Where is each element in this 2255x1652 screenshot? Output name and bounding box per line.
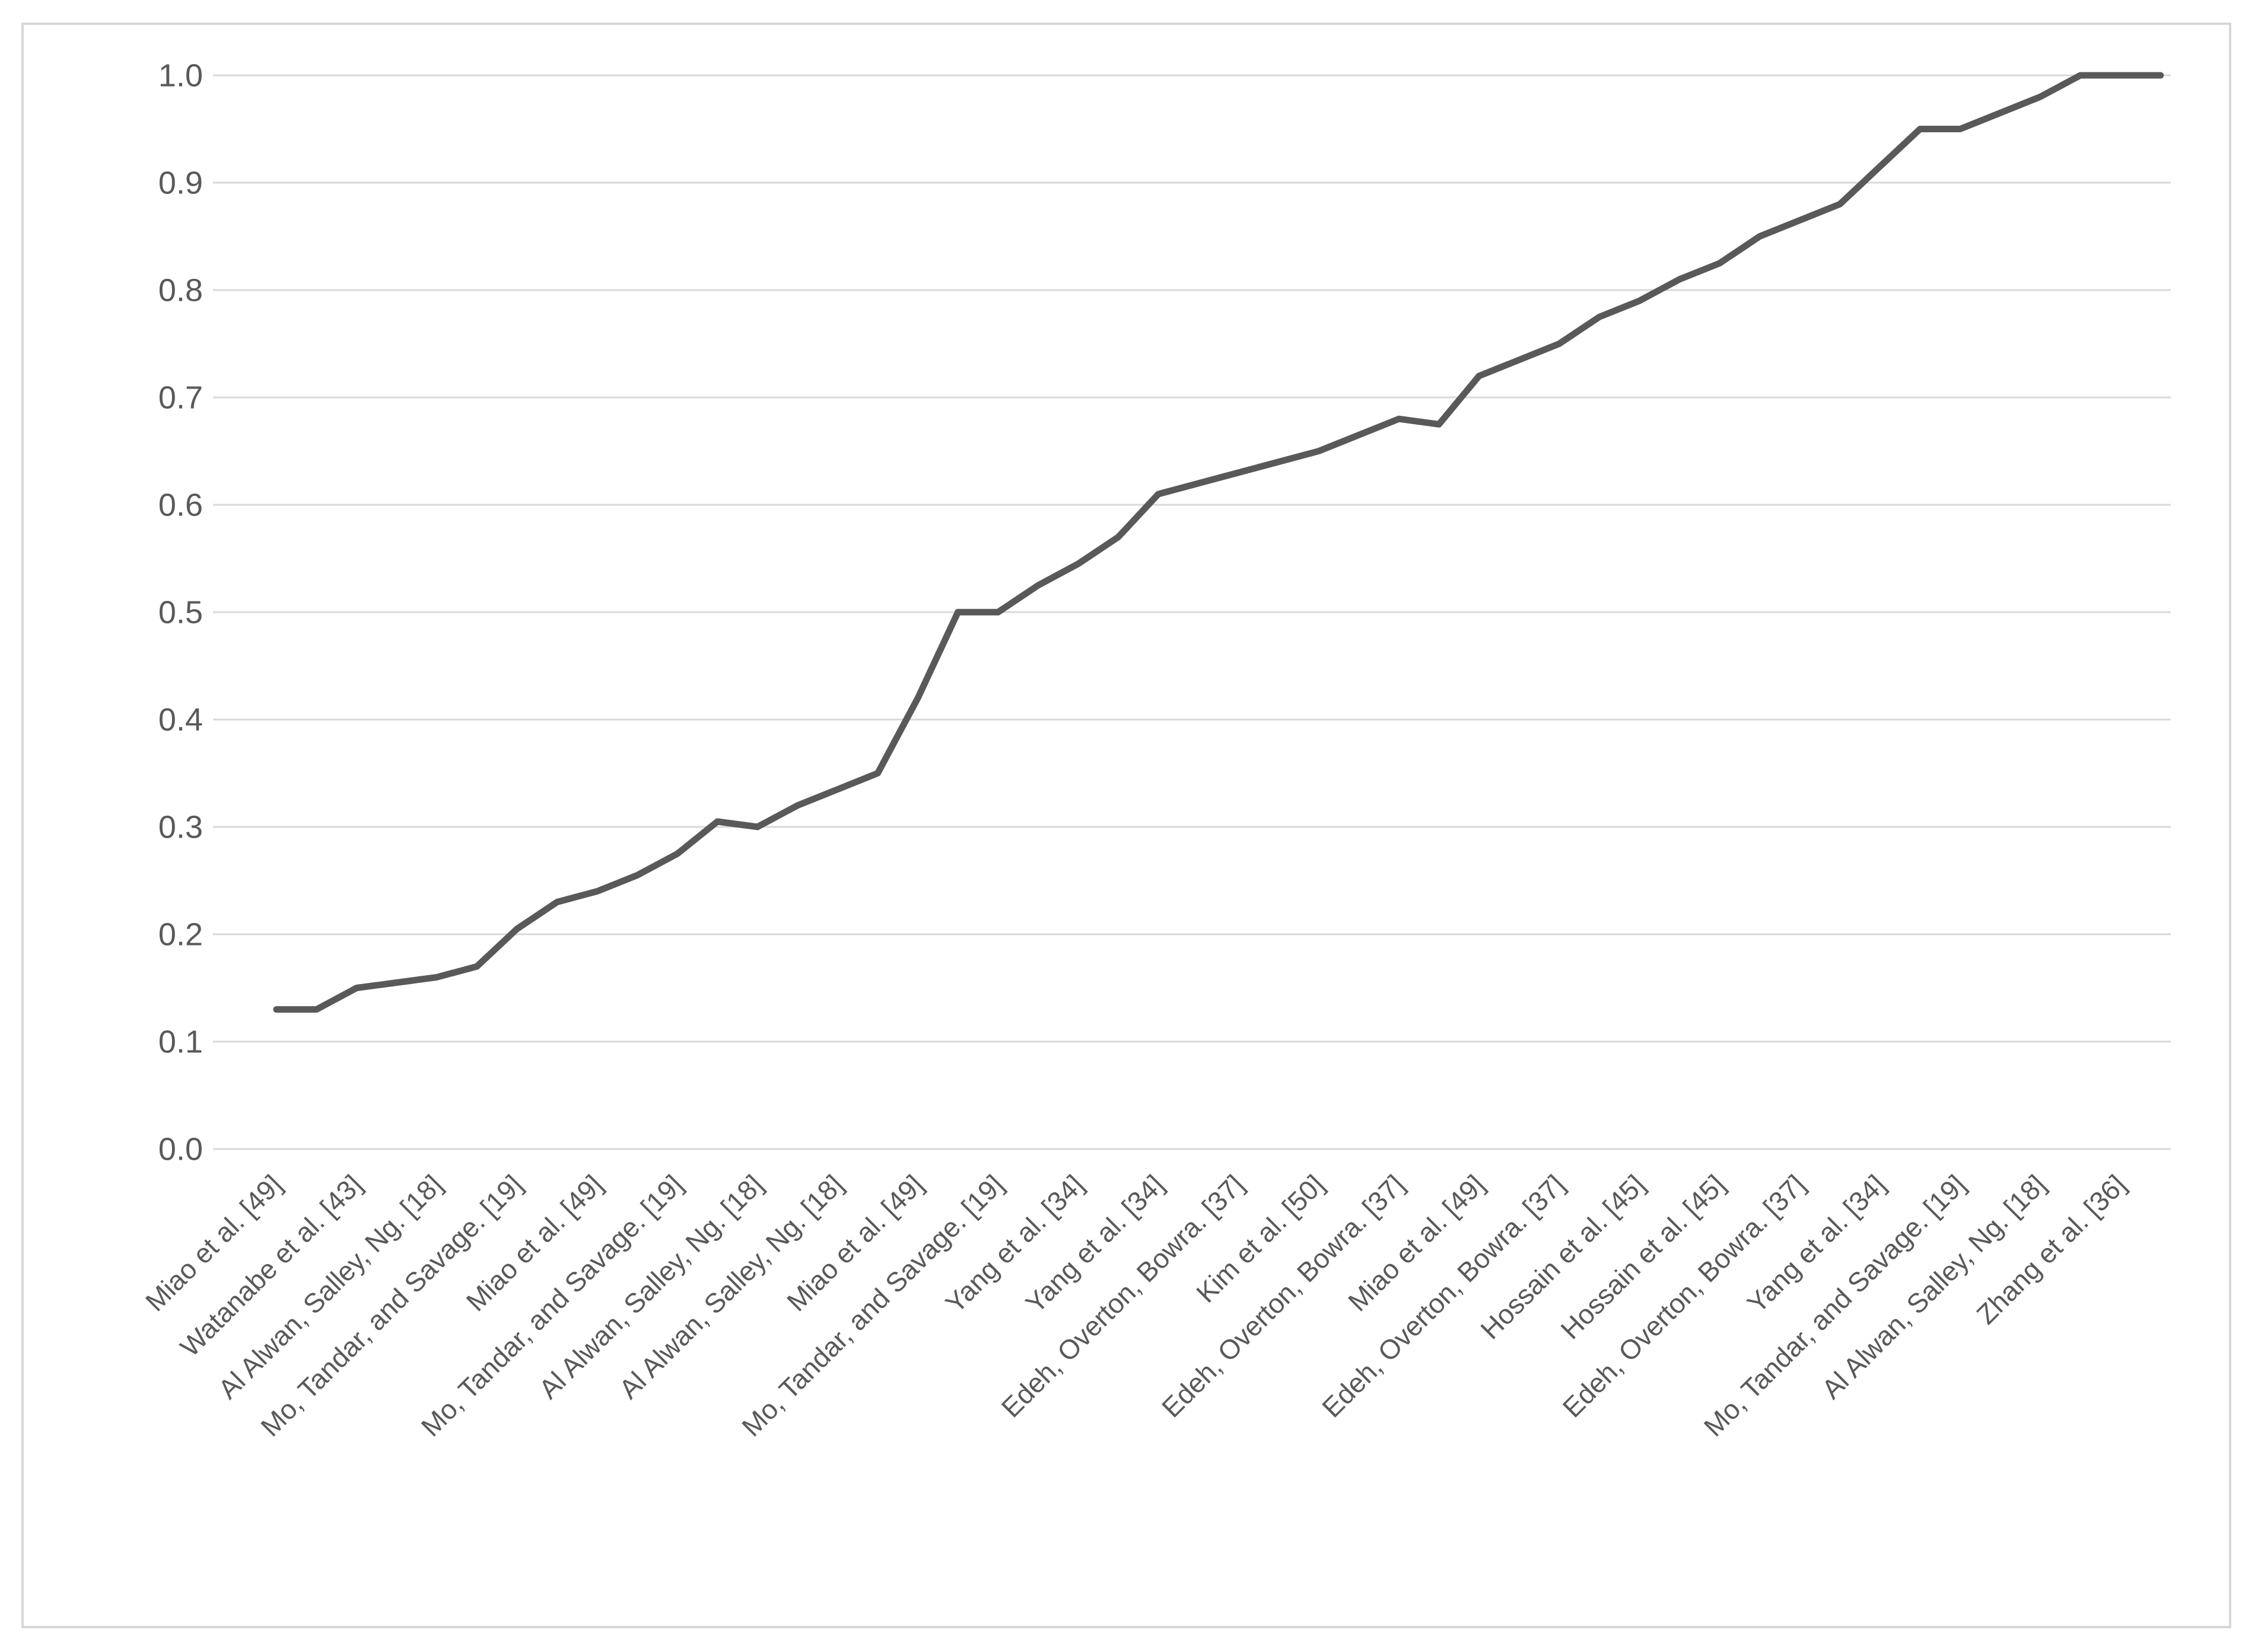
y-axis-tick-label: 0.0 <box>158 1131 203 1167</box>
x-axis-tick-label: Yang et al. [34] <box>1741 1169 1891 1319</box>
y-axis-tick-label: 0.1 <box>158 1024 203 1059</box>
x-axis-tick-label: Miao et al. [49] <box>139 1169 288 1317</box>
y-axis-tick-label: 0.7 <box>158 380 203 415</box>
y-axis-tick-label: 0.5 <box>158 594 203 630</box>
y-axis-tick-label: 0.3 <box>158 809 203 845</box>
y-axis-tick-label: 0.8 <box>158 272 203 308</box>
y-axis-tick-label: 0.4 <box>158 702 203 737</box>
y-axis-tick-label: 0.2 <box>158 916 203 952</box>
x-axis-tick-label: Zhang et al. [36] <box>1970 1169 2132 1330</box>
y-axis-tick-label: 1.0 <box>158 58 203 93</box>
cumulative-line-chart: 0.0 0.1 0.2 0.3 0.4 0.5 0.6 0.7 0.8 0.9 1.0 Miao et… <box>139 58 2171 1442</box>
data-series-line <box>273 72 2164 1013</box>
x-axis-tick-label: Miao et al. [49] <box>460 1169 609 1317</box>
x-axis-tick-label: Miao et al. [49] <box>781 1169 929 1317</box>
x-axis-tick-label: Yang et al. [34] <box>939 1169 1089 1319</box>
x-axis-tick-label: Miao et al. [49] <box>1342 1169 1490 1317</box>
y-axis-tick-label: 0.9 <box>158 165 203 200</box>
chart-frame: 0.0 0.1 0.2 0.3 0.4 0.5 0.6 0.7 0.8 0.9 1.0 Miao et… <box>21 23 2231 1628</box>
x-axis-tick-label: Yang et al. [34] <box>1019 1169 1169 1319</box>
y-axis-tick-label: 0.6 <box>158 487 203 523</box>
